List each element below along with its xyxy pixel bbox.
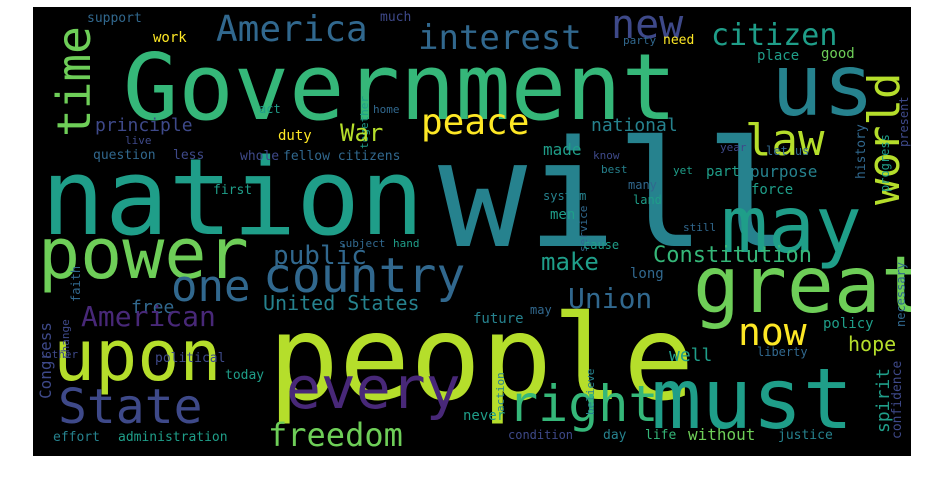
word-america: America <box>216 9 368 50</box>
word-american: American <box>81 300 216 333</box>
word-subject: subject <box>339 237 386 250</box>
word-know: know <box>593 149 620 162</box>
word-condition: condition <box>508 428 574 442</box>
word-necessary: necessary <box>894 261 908 327</box>
word-law: law <box>745 115 825 166</box>
word-war: War <box>340 119 384 147</box>
word-purpose: purpose <box>750 162 818 181</box>
word-principle: principle <box>95 115 193 136</box>
word-work: work <box>153 30 187 46</box>
word-need: need <box>663 33 695 48</box>
word-fellow-citizens: fellow citizens <box>283 149 401 164</box>
word-party: party <box>623 34 657 47</box>
word-other: other <box>45 348 79 361</box>
word-policy: policy <box>823 316 874 332</box>
word-present: present <box>897 96 911 147</box>
word-justice: justice <box>778 428 833 443</box>
word-confidence: confidence <box>890 360 905 439</box>
word-hand: hand <box>393 237 420 250</box>
word-nation: nation <box>41 136 424 259</box>
word-will: will <box>438 109 795 281</box>
word-cause: cause <box>583 238 620 252</box>
word-action: action <box>494 372 507 412</box>
word-us: us <box>771 36 875 136</box>
word-act: act <box>259 102 281 116</box>
word-right: right <box>508 375 659 433</box>
word-cloud: Government us nation will may power grea… <box>33 7 911 456</box>
word-effort: effort <box>53 430 100 445</box>
word-system: system <box>543 189 587 203</box>
word-good: good <box>821 46 855 62</box>
word-make: make <box>541 248 599 276</box>
word-year: year <box>720 141 747 154</box>
word-interest: interest <box>418 18 582 58</box>
word-state: State <box>58 379 203 435</box>
word-new: new <box>611 7 684 48</box>
word-yet: yet <box>673 164 693 177</box>
word-union: Union <box>568 282 653 315</box>
word-time: time <box>47 26 101 137</box>
word-whole: whole <box>240 149 280 164</box>
word-free: free <box>131 297 175 318</box>
word-history: history <box>854 124 869 179</box>
word-faith: faith <box>69 265 83 302</box>
word-may: may <box>721 181 862 271</box>
word-peace: peace <box>421 102 530 143</box>
word-constitution: Constitution <box>653 243 812 268</box>
word-let-us: let us <box>766 144 810 158</box>
word-future: future <box>473 311 524 327</box>
word-great: great <box>693 241 911 331</box>
word-part: part <box>706 164 740 180</box>
word-place: place <box>757 48 800 64</box>
word-progress: progress <box>878 134 892 192</box>
word-administration: administration <box>118 430 228 445</box>
word-duty: duty <box>278 128 312 144</box>
word-well: well <box>669 345 713 366</box>
word-every: every <box>286 354 461 422</box>
word-freedom: freedom <box>268 416 403 454</box>
word-men: men <box>550 207 576 223</box>
word-national: national <box>591 115 678 136</box>
word-made: made <box>543 140 582 159</box>
word-public: public <box>273 241 367 271</box>
word-must: must <box>651 350 854 448</box>
word-never: never <box>463 408 506 424</box>
word-day: day <box>603 428 627 443</box>
word-live: live <box>125 134 152 147</box>
word-still: still <box>683 221 717 234</box>
word-home: home <box>373 103 400 116</box>
word-without: without <box>688 425 756 444</box>
word-first: first <box>213 183 253 198</box>
word-believe: believe <box>584 368 597 415</box>
word-many: many <box>628 178 657 192</box>
word-citizen: citizen <box>711 18 838 53</box>
word-hope: hope <box>848 332 897 356</box>
word-long: long <box>630 266 664 282</box>
word-now: now <box>738 310 807 354</box>
word-one: one <box>171 261 251 312</box>
word-question: question <box>93 148 156 163</box>
word-force: force <box>751 182 794 198</box>
word-people: people <box>268 289 695 427</box>
word-much: much <box>380 10 412 25</box>
word-support: support <box>87 11 142 26</box>
word-united-states: United States <box>263 291 420 315</box>
word-best: best <box>601 163 628 176</box>
word-government: Government <box>123 34 677 141</box>
word-liberty: liberty <box>757 345 808 359</box>
word-country: country <box>263 248 466 304</box>
word-power: power <box>38 213 249 295</box>
word-may-small: may <box>530 303 552 317</box>
word-less: less <box>173 148 205 163</box>
word-today: today <box>225 368 265 383</box>
word-life: life <box>645 428 677 443</box>
word-political: political <box>155 351 226 366</box>
word-land: land <box>633 193 662 207</box>
word-upon: upon <box>53 315 222 397</box>
